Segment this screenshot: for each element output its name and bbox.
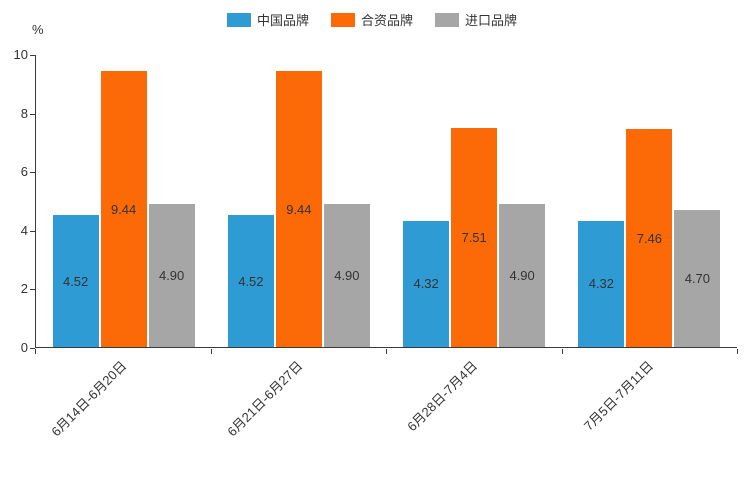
bar-value-label: 4.90 (158, 267, 185, 283)
bar-group: 4.52 9.44 4.90 (211, 55, 386, 347)
bar-value-label: 7.46 (636, 230, 663, 246)
bar-value-label: 4.32 (588, 276, 615, 292)
plot-area: 4.52 9.44 4.90 4.52 9.44 4.90 4.32 7.51 4.90 4.32… (35, 55, 737, 348)
bar-value-label: 9.44 (110, 201, 137, 217)
x-axis-tick (386, 349, 387, 354)
legend: 中国品牌 合资品牌 进口品牌 (0, 10, 744, 29)
bar-group: 4.32 7.51 4.90 (387, 55, 562, 347)
x-axis-tick (561, 349, 563, 354)
x-axis-label: 6月28日-7月4日 (404, 358, 481, 435)
x-axis-tick (35, 349, 36, 354)
legend-swatch-china-brands (226, 12, 251, 27)
legend-label: 进口品牌 (465, 13, 518, 28)
y-axis-tick-label: 2 (20, 281, 28, 297)
bar-value-label: 4.90 (334, 267, 360, 283)
legend-item-china-brands[interactable]: 中国品牌 (226, 10, 309, 29)
legend-swatch-joint-venture-brands (330, 12, 355, 27)
bar-groups: 4.52 9.44 4.90 4.52 9.44 4.90 4.32 7.51 4.90 4.32… (36, 55, 737, 347)
y-axis-unit-label: % (32, 22, 44, 37)
bar-china-brands: 4.32 (578, 220, 625, 347)
bar-value-label: 4.52 (62, 273, 89, 289)
bar-china-brands: 4.52 (52, 215, 99, 347)
x-axis-label: 7月5日-7月11日 (580, 358, 656, 434)
bar-group: 4.52 9.44 4.90 (36, 55, 211, 347)
legend-item-import-brands[interactable]: 进口品牌 (435, 10, 517, 29)
bar-joint-venture-brands: 7.51 (451, 127, 498, 347)
y-axis-tick (30, 348, 35, 349)
legend-swatch-import-brands (435, 12, 459, 27)
y-axis-tick-label: 6 (20, 164, 28, 180)
bar-import-brands: 4.90 (499, 203, 546, 347)
bar-china-brands: 4.32 (403, 220, 450, 347)
y-axis-tick-label: 0 (20, 340, 28, 355)
bar-china-brands: 4.52 (227, 215, 274, 347)
bar-value-label: 9.44 (286, 201, 312, 217)
x-axis-label: 6月14日-6月20日 (48, 358, 130, 440)
bar-group: 4.32 7.46 4.70 (562, 55, 737, 347)
bar-joint-venture-brands: 7.46 (626, 129, 673, 347)
y-axis-tick-label: 4 (20, 222, 28, 238)
legend-label: 合资品牌 (360, 13, 413, 28)
bar-joint-venture-brands: 9.44 (275, 71, 322, 347)
x-axis-tick (210, 349, 212, 354)
bar-value-label: 4.70 (684, 270, 711, 286)
bar-import-brands: 4.90 (148, 203, 195, 347)
bar-value-label: 4.90 (509, 267, 535, 283)
legend-label: 中国品牌 (256, 13, 309, 28)
bar-joint-venture-brands: 9.44 (100, 71, 147, 347)
y-axis-tick-label: 8 (20, 105, 28, 121)
bar-import-brands: 4.70 (674, 209, 721, 347)
bar-value-label: 7.51 (461, 229, 487, 245)
y-axis-tick-label: 10 (13, 47, 28, 62)
x-axis-tick (737, 349, 738, 354)
bar-value-label: 4.52 (238, 273, 264, 289)
bar-import-brands: 4.90 (323, 203, 370, 347)
legend-item-joint-venture-brands[interactable]: 合资品牌 (330, 10, 413, 29)
bar-value-label: 4.32 (413, 276, 439, 292)
x-axis-label: 6月21日-6月27日 (223, 358, 305, 440)
